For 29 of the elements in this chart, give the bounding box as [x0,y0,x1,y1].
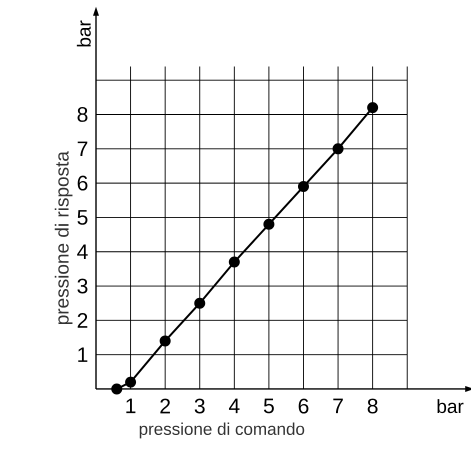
x-tick-label: 8 [368,398,378,414]
y-tick-label: 4 [77,244,88,259]
y-tick-label: 7 [78,142,88,156]
point [194,298,206,309]
y-tick-label: 6 [78,176,88,191]
point [125,376,136,388]
x-tick-label: 4 [228,398,240,414]
text: bar [438,399,464,414]
text: bar [76,20,91,46]
point [367,102,378,114]
point [332,143,344,154]
point [263,218,274,230]
y-tick-label: 5 [78,210,88,225]
y-axis-title: pressione di risposta [54,151,72,324]
point [160,335,171,346]
point [111,383,122,394]
x-tick-label: 3 [194,398,205,414]
y-tick-label: 3 [77,278,88,294]
y-tick-label: 1 [78,347,88,362]
x-tick-label: 5 [264,398,274,414]
x-tick-label: 6 [298,398,308,414]
x-axis-title: pressione di comando [140,422,304,438]
point [298,181,309,192]
x-tick-label: 7 [333,398,343,414]
y-tick-label: 8 [78,107,88,122]
y-tick-label: 2 [78,313,88,328]
x-tick-label: 1 [126,398,136,414]
x-tick-label: 2 [160,398,170,414]
point [228,256,240,268]
